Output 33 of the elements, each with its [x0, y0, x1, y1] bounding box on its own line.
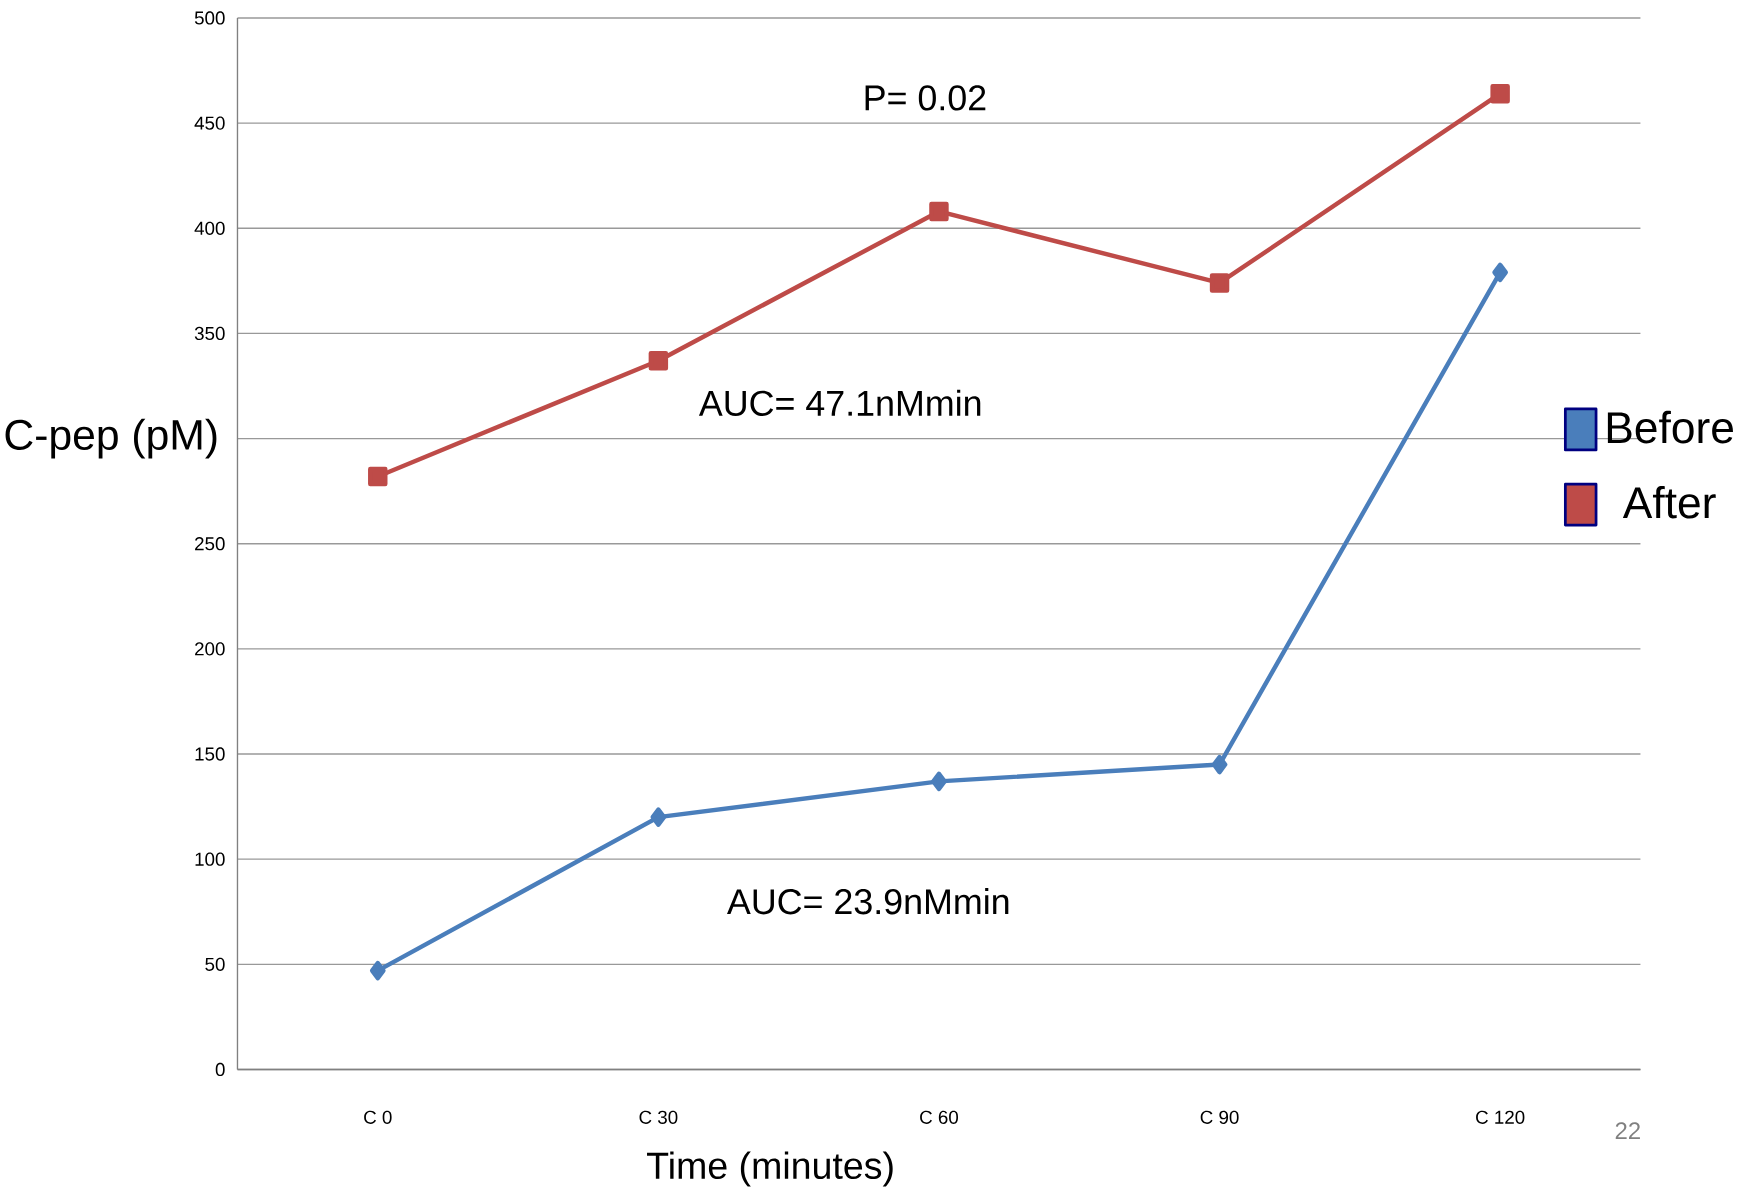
text: 22	[1615, 1122, 1640, 1140]
point	[648, 351, 669, 371]
y-tick-label: 150	[195, 747, 225, 761]
point	[1209, 273, 1230, 293]
point	[929, 201, 949, 222]
x-tick-label: C 60	[920, 1110, 959, 1125]
y-tick-label: 50	[205, 957, 225, 972]
y-tick-label: 450	[194, 116, 225, 130]
point	[369, 961, 386, 981]
x-axis-title: Time (minutes)	[647, 1151, 893, 1187]
y-tick-label: 350	[194, 326, 225, 341]
annotation: AUC= 23.9nMmin	[726, 888, 1009, 915]
legend-label: Before	[1607, 410, 1733, 444]
x-tick-label: C 0	[364, 1110, 392, 1125]
y-axis-title: C-pep (pM)	[5, 418, 217, 459]
point	[1490, 84, 1510, 104]
annotation: P= 0.02	[865, 85, 986, 111]
y-tick-label: 200	[195, 642, 225, 656]
point	[1492, 262, 1508, 283]
x-tick-label: C 120	[1476, 1110, 1525, 1125]
y-tick-label: 0	[215, 1062, 225, 1077]
point	[931, 771, 947, 792]
y-tick-label: 400	[194, 221, 225, 236]
annotation: AUC= 47.1nMmin	[698, 389, 981, 417]
point	[1211, 754, 1228, 775]
y-tick-label: 250	[195, 537, 225, 551]
y-tick-label: 500	[194, 11, 225, 25]
y-tick-label: 100	[195, 852, 225, 866]
legend-label: After	[1622, 486, 1716, 519]
x-tick-label: C 90	[1200, 1110, 1239, 1125]
x-tick-label: C 30	[639, 1110, 678, 1125]
point	[650, 807, 667, 827]
point	[368, 466, 388, 487]
